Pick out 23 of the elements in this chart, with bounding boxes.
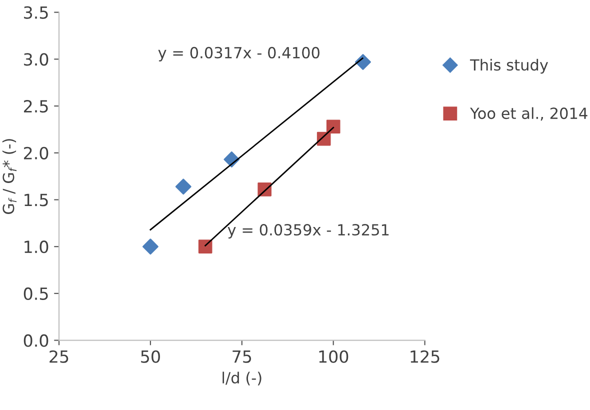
- y-axis-title: G$_{f}$ / G$_{f}$* (-): [2, 139, 17, 214]
- x-tick-label: 25: [50, 350, 68, 363]
- annotation: y = 0.0317x - 0.4100: [158, 46, 320, 62]
- y-tick-label: 2.5: [24, 100, 48, 113]
- x-axis-title: l/d (-): [222, 372, 262, 386]
- point: [198, 240, 212, 254]
- point: [326, 120, 340, 134]
- legend-label: Yoo et al., 2014: [470, 107, 588, 121]
- point: [142, 238, 158, 255]
- x-tick-label: 75: [232, 350, 252, 363]
- y-tick-label: 2.0: [24, 146, 48, 160]
- y-tick-label: 3.5: [24, 6, 48, 19]
- x-tick-label: 50: [141, 350, 160, 363]
- y-tick-label: 0.5: [24, 287, 48, 300]
- y-tick-label: 0.0: [24, 334, 48, 347]
- annotation: y = 0.0359x - 1.3251: [228, 224, 389, 239]
- legend-label: This study: [470, 58, 548, 74]
- y-tick-label: 1.5: [24, 194, 48, 206]
- x-tick-label: 125: [410, 350, 440, 363]
- y-tick-label: 3.0: [24, 53, 48, 66]
- y-tick-label: 1.0: [24, 240, 48, 254]
- point: [175, 178, 192, 195]
- x-tick-label: 100: [319, 350, 348, 363]
